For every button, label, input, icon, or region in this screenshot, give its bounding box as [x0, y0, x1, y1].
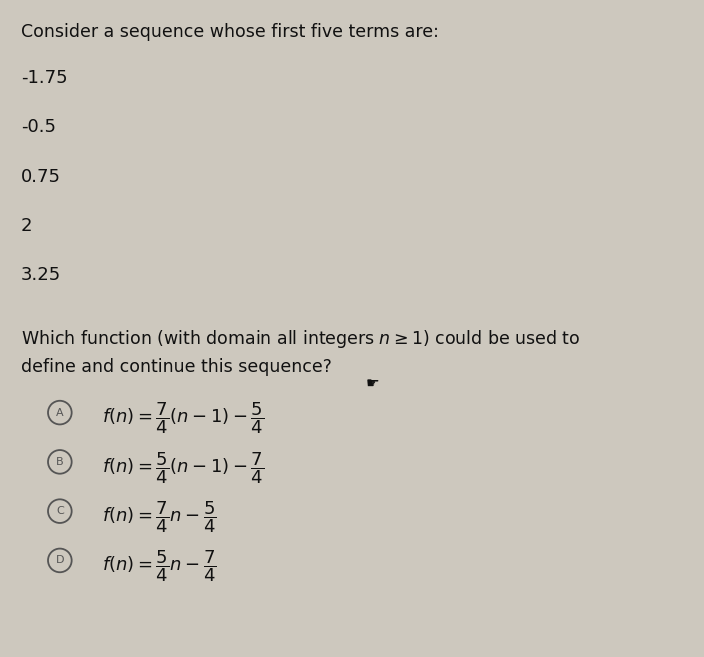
Text: 2: 2: [21, 217, 32, 235]
Text: $f(n) = \dfrac{5}{4}n - \dfrac{7}{4}$: $f(n) = \dfrac{5}{4}n - \dfrac{7}{4}$: [102, 549, 217, 584]
Text: -1.75: -1.75: [21, 69, 68, 87]
Text: $f(n) = \dfrac{5}{4}(n-1) - \dfrac{7}{4}$: $f(n) = \dfrac{5}{4}(n-1) - \dfrac{7}{4}…: [102, 450, 264, 486]
Text: -0.5: -0.5: [21, 118, 56, 136]
Text: ☛: ☛: [366, 376, 379, 391]
Text: define and continue this sequence?: define and continue this sequence?: [21, 358, 332, 376]
Text: D: D: [56, 555, 64, 566]
Text: A: A: [56, 407, 63, 418]
Text: $f(n) = \dfrac{7}{4}n - \dfrac{5}{4}$: $f(n) = \dfrac{7}{4}n - \dfrac{5}{4}$: [102, 499, 217, 535]
Text: $f(n) = \dfrac{7}{4}(n-1) - \dfrac{5}{4}$: $f(n) = \dfrac{7}{4}(n-1) - \dfrac{5}{4}…: [102, 401, 264, 436]
Text: 3.25: 3.25: [21, 266, 61, 284]
Text: Consider a sequence whose first five terms are:: Consider a sequence whose first five ter…: [21, 23, 439, 41]
Text: B: B: [56, 457, 63, 467]
Text: Which function (with domain all integers $n \geq 1$) could be used to: Which function (with domain all integers…: [21, 328, 581, 350]
Text: 0.75: 0.75: [21, 168, 61, 185]
Text: C: C: [56, 506, 64, 516]
